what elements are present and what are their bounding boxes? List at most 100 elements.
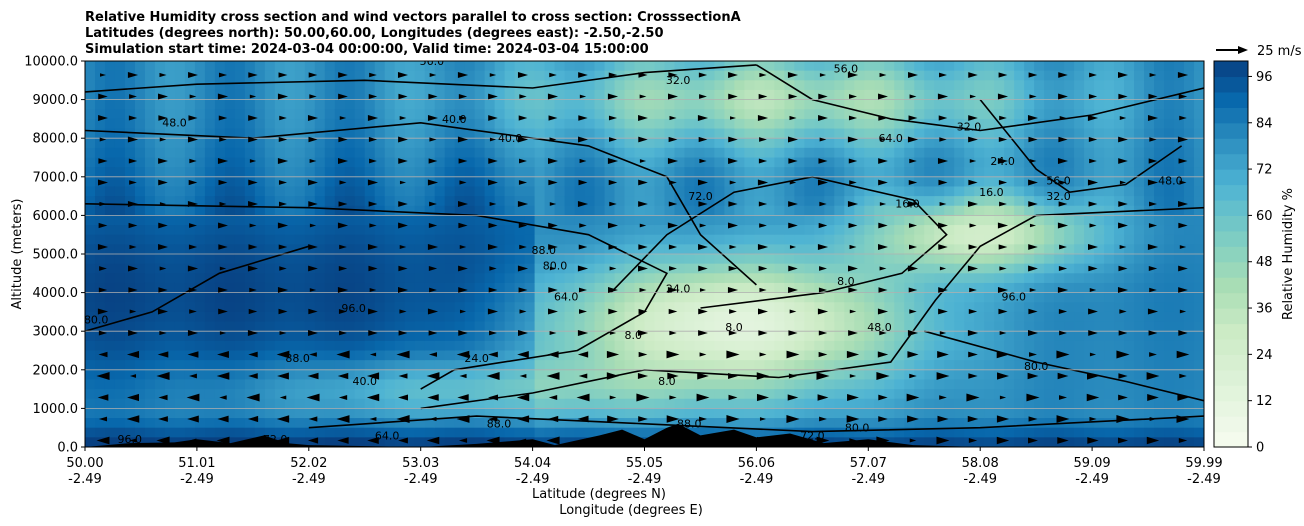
rh-cell [764, 302, 775, 313]
rh-cell [344, 138, 356, 149]
rh-cell [1164, 398, 1175, 409]
rh-cell [1084, 282, 1095, 294]
wind-vector [577, 329, 589, 337]
rh-cell [594, 292, 606, 303]
rh-cell [1094, 215, 1105, 226]
rh-cell [904, 292, 915, 303]
rh-cell [444, 427, 456, 438]
wind-vector [878, 115, 888, 121]
rh-cell [514, 273, 526, 284]
rh-cell [484, 340, 496, 352]
rh-cell [1084, 61, 1095, 72]
rh-cell [754, 311, 765, 323]
rh-cell [524, 70, 536, 81]
wind-vector [189, 158, 197, 164]
rh-cell [1154, 292, 1165, 303]
rh-cell [154, 99, 166, 110]
rh-cell [244, 167, 256, 178]
rh-cell [684, 147, 696, 159]
rh-cell [354, 437, 366, 447]
rh-cell [104, 157, 116, 168]
rh-cell [434, 292, 446, 303]
rh-cell [264, 408, 276, 419]
rh-cell [1194, 157, 1204, 168]
rh-cell [514, 311, 526, 323]
rh-cell [634, 138, 646, 149]
rh-cell [1054, 99, 1065, 110]
rh-cell [444, 89, 456, 101]
rh-cell [954, 167, 965, 178]
rh-cell [174, 99, 186, 110]
rh-cell [804, 340, 815, 352]
wind-vector [189, 373, 197, 379]
rh-cell [764, 331, 775, 342]
rh-cell [504, 360, 516, 371]
rh-cell [164, 89, 176, 101]
wind-vector [308, 179, 318, 186]
rh-cell [714, 302, 726, 313]
rh-cell [574, 311, 586, 323]
rh-cell [884, 340, 895, 352]
rh-cell [944, 109, 955, 120]
rh-cell [414, 273, 426, 284]
rh-cell [204, 89, 216, 101]
rh-cell [1064, 244, 1075, 255]
rh-cell [1164, 186, 1175, 197]
rh-cell [964, 273, 975, 284]
rh-cell [434, 369, 446, 381]
rh-cell [644, 138, 656, 149]
wind-vector [369, 352, 377, 357]
rh-cell [744, 321, 755, 332]
rh-cell [744, 292, 755, 303]
rh-cell [554, 321, 566, 332]
wind-vector [398, 136, 408, 143]
rh-cell [394, 61, 406, 72]
wind-vector [726, 350, 740, 359]
rh-cell [884, 99, 895, 110]
rh-cell [1044, 205, 1055, 216]
rh-cell [334, 398, 346, 409]
wind-vector [878, 287, 888, 293]
rh-cell [604, 292, 616, 303]
rh-cell [764, 128, 775, 139]
rh-cell [404, 389, 416, 400]
wind-vector [339, 330, 347, 336]
rh-cell [154, 331, 166, 342]
rh-cell [964, 138, 975, 149]
wind-vector [699, 223, 707, 228]
rh-cell [1074, 302, 1085, 313]
rh-cell [774, 157, 785, 168]
rh-cell [944, 118, 955, 130]
rh-cell [644, 99, 656, 110]
rh-cell [1174, 398, 1185, 409]
rh-cell [1074, 234, 1085, 245]
rh-cell [1144, 234, 1155, 245]
rh-cell [114, 147, 126, 159]
rh-cell [1044, 340, 1055, 352]
rh-cell [414, 263, 426, 274]
rh-cell [644, 176, 656, 188]
rh-cell [684, 418, 696, 429]
rh-cell [1004, 138, 1015, 149]
rh-cell [194, 418, 206, 429]
rh-cell [704, 176, 716, 188]
wind-vector [248, 201, 258, 207]
rh-cell [684, 389, 696, 400]
rh-cell [524, 157, 536, 168]
rh-cell [554, 427, 566, 438]
rh-cell [744, 340, 755, 352]
wind-vector [846, 415, 860, 423]
rh-cell [1014, 427, 1025, 438]
rh-cell [694, 360, 706, 371]
wind-vector [699, 416, 707, 422]
rh-cell [974, 167, 985, 178]
rh-cell [534, 263, 546, 274]
rh-cell [464, 147, 476, 159]
rh-cell [94, 311, 106, 323]
rh-cell [734, 215, 746, 226]
wind-vector [849, 180, 857, 185]
rh-cell [344, 379, 356, 390]
rh-cell [94, 398, 106, 409]
rh-cell [154, 360, 166, 371]
rh-cell [474, 292, 486, 303]
